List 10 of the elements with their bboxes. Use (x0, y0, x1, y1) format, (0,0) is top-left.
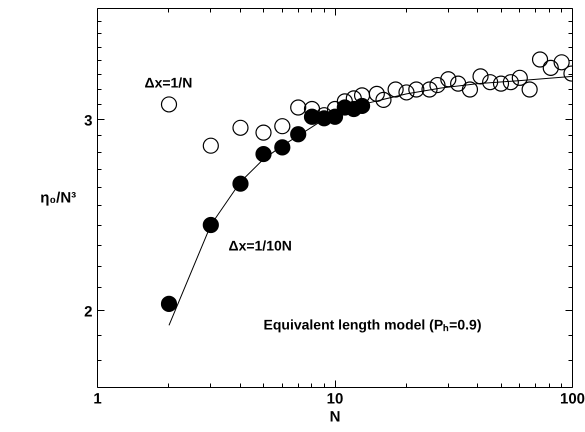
x-tick-label: 1 (93, 390, 102, 408)
y-tick-label: 2 (84, 303, 92, 320)
annotation: Δx=1/10N (228, 238, 292, 254)
y-axis-title: η₀/N³ (40, 190, 76, 206)
y-tick-label: 3 (84, 112, 92, 130)
x-axis-title: N (330, 408, 340, 426)
annotation: Equivalent length model (Pₕ=0.9) (264, 316, 482, 332)
x-tick-label: 100 (560, 390, 585, 408)
x-tick-label: 10 (326, 390, 344, 408)
annotation: Δx=1/N (144, 74, 192, 90)
